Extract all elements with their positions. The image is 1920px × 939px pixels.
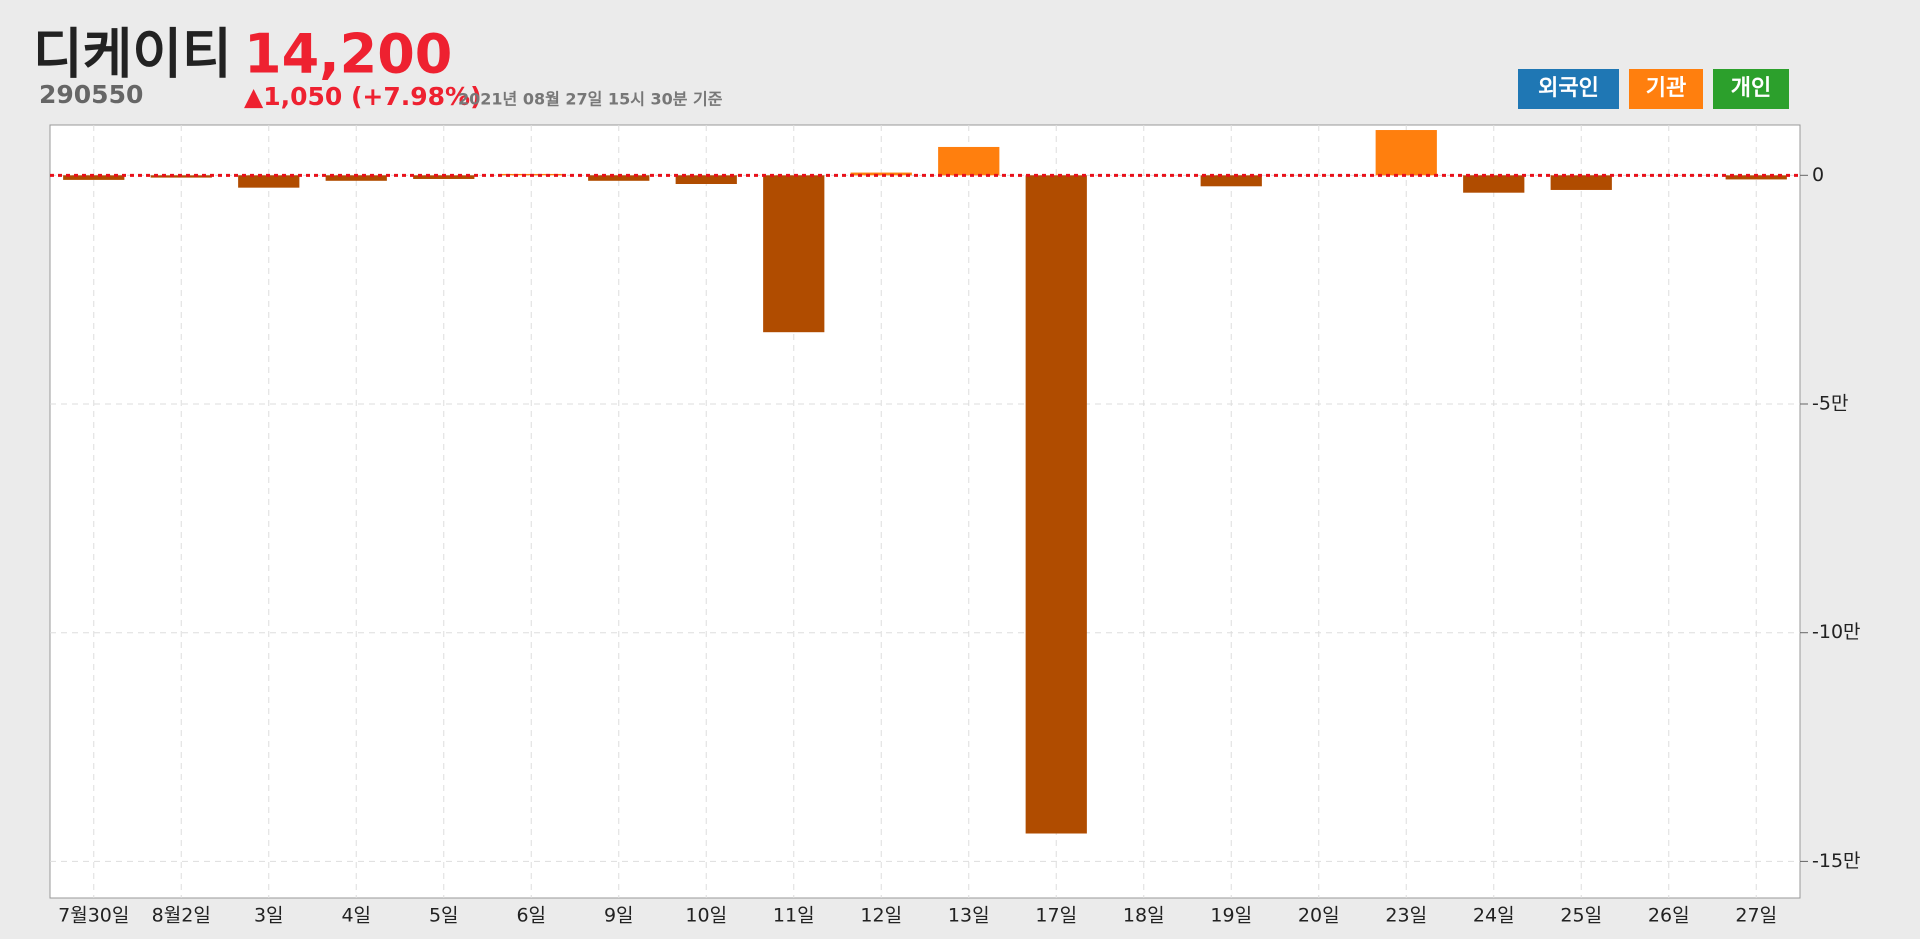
timestamp: 2021년 08월 27일 15시 30분 기준 bbox=[458, 90, 723, 109]
price-change: ▲1,050 (+7.98%) bbox=[244, 82, 482, 111]
bar bbox=[1463, 175, 1525, 193]
bar bbox=[588, 175, 650, 181]
y-tick-label: -10만 bbox=[1812, 621, 1861, 643]
toggle-button[interactable]: 개인 bbox=[1713, 69, 1789, 109]
bar bbox=[675, 175, 737, 185]
x-tick-label: 27일 bbox=[1735, 905, 1777, 927]
bar bbox=[850, 172, 912, 176]
x-tick-label: 12일 bbox=[860, 905, 902, 927]
bar bbox=[413, 175, 475, 179]
x-tick-label: 9일 bbox=[604, 905, 634, 927]
x-tick-label: 20일 bbox=[1298, 905, 1340, 927]
bar bbox=[1725, 175, 1787, 180]
stock-code: 290550 bbox=[39, 80, 143, 109]
bar bbox=[1375, 130, 1437, 176]
plot-area bbox=[49, 124, 1801, 899]
x-tick-label: 11일 bbox=[773, 905, 815, 927]
bar bbox=[325, 175, 387, 181]
x-tick-label: 8월2일 bbox=[152, 905, 211, 927]
x-tick-label: 25일 bbox=[1560, 905, 1602, 927]
x-tick-label: 10일 bbox=[685, 905, 727, 927]
bar bbox=[1550, 175, 1612, 190]
toggle-button[interactable]: 외국인 bbox=[1518, 69, 1619, 109]
bar bbox=[238, 175, 300, 188]
y-tick-label: 0 bbox=[1812, 164, 1824, 186]
bar bbox=[938, 146, 1000, 176]
stock-price: 14,200 bbox=[244, 23, 452, 86]
x-tick-label: 19일 bbox=[1210, 905, 1252, 927]
x-tick-label: 24일 bbox=[1473, 905, 1515, 927]
bar bbox=[763, 175, 825, 333]
x-tick-label: 3일 bbox=[254, 905, 284, 927]
x-tick-label: 17일 bbox=[1035, 905, 1077, 927]
x-tick-label: 13일 bbox=[948, 905, 990, 927]
x-tick-label: 4일 bbox=[341, 905, 371, 927]
toggle-button[interactable]: 기관 bbox=[1629, 69, 1703, 109]
x-tick-label: 5일 bbox=[429, 905, 459, 927]
x-tick-label: 7월30일 bbox=[58, 905, 129, 927]
bar bbox=[63, 175, 125, 180]
bar bbox=[1025, 175, 1087, 834]
y-tick-label: -15만 bbox=[1812, 850, 1861, 872]
x-tick-label: 23일 bbox=[1385, 905, 1427, 927]
x-tick-label: 26일 bbox=[1648, 905, 1690, 927]
bar bbox=[1200, 175, 1262, 187]
x-tick-label: 18일 bbox=[1123, 905, 1165, 927]
y-tick-label: -5만 bbox=[1812, 393, 1848, 415]
stock-name: 디케이티 bbox=[33, 23, 232, 86]
x-tick-label: 6일 bbox=[516, 905, 546, 927]
